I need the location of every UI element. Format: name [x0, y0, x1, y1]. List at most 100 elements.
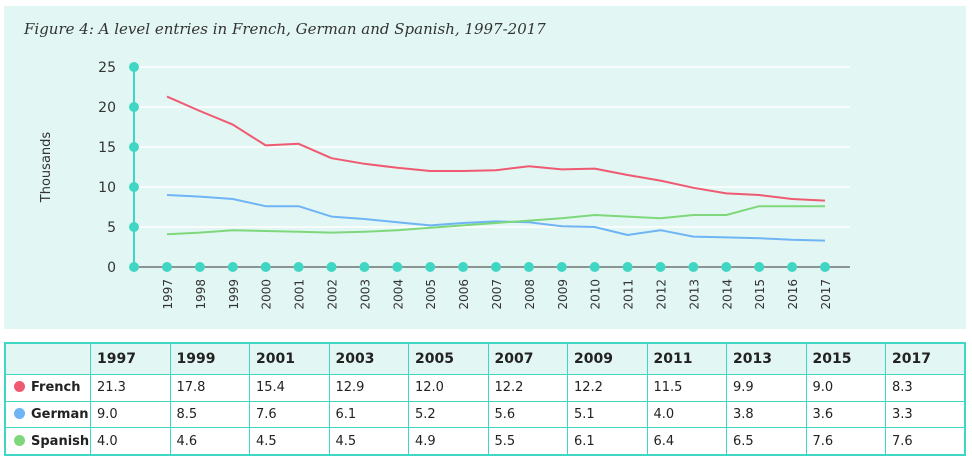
table-cell: 12.9	[328, 374, 409, 402]
table-year-header: 2015	[805, 342, 886, 375]
x-tick-label: 2013	[687, 279, 701, 310]
x-tick-label: 2010	[589, 279, 603, 310]
x-tick-label: 2006	[457, 279, 471, 310]
table-cell: 7.6	[885, 427, 966, 456]
x-tick-label: 1999	[227, 279, 241, 310]
table-cell: 7.6	[249, 400, 330, 429]
x-tick-marker	[589, 262, 600, 272]
x-tick-marker	[194, 262, 205, 272]
x-tick-label: 2011	[622, 279, 636, 310]
table-row: German 9.0 8.5 7.6 6.1 5.2 5.6 5.1 4.0 3.8 3.6 3.3	[4, 400, 966, 429]
y-tick-label: 15	[98, 140, 116, 156]
x-tick-marker	[721, 262, 732, 272]
table-cell: 6.1	[567, 427, 648, 456]
table-year-header: 2007	[487, 342, 568, 375]
y-tick-label: 5	[107, 220, 116, 236]
table-cell: 12.0	[408, 374, 489, 402]
table-cell: 5.6	[487, 400, 568, 429]
x-tick-marker	[392, 262, 403, 272]
table-cell: 5.5	[487, 427, 568, 456]
table-cell: 4.9	[408, 427, 489, 456]
table-cell: 8.3	[885, 374, 966, 402]
x-tick-marker	[754, 262, 765, 272]
table-cell: 3.3	[885, 400, 966, 429]
table-header-row: 1997 1999 2001 2003 2005 2007 2009 2011 2013 2015…	[4, 342, 966, 375]
x-tick-marker	[425, 262, 436, 272]
x-tick-label: 1998	[194, 279, 208, 310]
series-line-french	[166, 95, 826, 202]
y-tick-marker	[129, 142, 139, 152]
x-tick-marker	[787, 262, 798, 272]
x-tick-marker	[655, 262, 666, 272]
table-cell: 11.5	[646, 374, 727, 402]
x-tick-label: 2005	[424, 279, 438, 310]
table-cell: 12.2	[567, 374, 648, 402]
data-table: 1997 1999 2001 2003 2005 2007 2009 2011 2013 2015…	[4, 342, 966, 456]
table-cell: 4.5	[328, 427, 409, 456]
x-tick-marker	[260, 262, 271, 272]
y-tick-marker	[129, 182, 139, 192]
table-cell: 21.3	[90, 374, 171, 402]
table-cell: 5.2	[408, 400, 489, 429]
table-corner-cell	[4, 342, 91, 375]
x-tick-label: 2004	[391, 279, 405, 310]
x-tick-marker	[227, 262, 238, 272]
chart-title: Figure 4: A level entries in French, Ger…	[24, 20, 546, 38]
table-cell: 3.8	[726, 400, 807, 429]
x-tick-label: 2015	[753, 279, 767, 310]
table-year-header: 1999	[169, 342, 250, 375]
table-cell: 17.8	[169, 374, 250, 402]
x-tick-label: 2001	[293, 279, 307, 310]
series-label-cell: Spanish	[4, 427, 91, 456]
x-tick-marker	[556, 262, 567, 272]
table-cell: 9.9	[726, 374, 807, 402]
series-line-german	[166, 194, 826, 242]
table-cell: 4.6	[169, 427, 250, 456]
table-row: Spanish 4.0 4.6 4.5 4.5 4.9 5.5 6.1 6.4 6.5 7.6 7.6	[4, 427, 966, 456]
table-cell: 6.4	[646, 427, 727, 456]
series-line-spanish	[166, 205, 825, 236]
table-year-header: 2011	[646, 342, 727, 375]
x-tick-label: 2008	[523, 279, 537, 310]
legend-dot	[14, 434, 25, 446]
table-year-header: 1997	[90, 342, 171, 375]
y-axis-label: Thousands	[39, 132, 54, 204]
table-cell: 4.0	[646, 400, 727, 429]
table-year-header: 2003	[328, 342, 409, 375]
table-cell: 6.5	[726, 427, 807, 456]
x-tick-marker	[359, 262, 370, 272]
table-year-header: 2013	[726, 342, 807, 375]
y-tick-marker	[129, 62, 139, 72]
chart-panel: Figure 4: A level entries in French, Ger…	[4, 6, 966, 329]
y-tick-label: 25	[98, 60, 116, 76]
table-cell: 9.0	[805, 374, 886, 402]
series-label: French	[31, 380, 81, 396]
table-cell: 3.6	[805, 400, 886, 429]
y-tick-label: 10	[98, 180, 116, 196]
table-cell: 7.6	[805, 427, 886, 456]
x-tick-marker	[458, 262, 469, 272]
x-tick-label: 2012	[655, 279, 669, 310]
table-year-header: 2005	[408, 342, 489, 375]
table-year-header: 2009	[567, 342, 648, 375]
x-tick-marker	[293, 262, 304, 272]
x-tick-marker	[523, 262, 534, 272]
x-tick-label: 2009	[556, 279, 570, 310]
y-tick-label: 20	[98, 100, 116, 116]
x-tick-label: 1997	[161, 279, 175, 310]
series-label-cell: French	[4, 374, 91, 402]
legend-dot	[14, 407, 25, 419]
x-tick-marker	[491, 262, 501, 272]
table-cell: 4.0	[90, 427, 171, 456]
table-cell: 5.1	[567, 400, 648, 429]
table-cell: 6.1	[328, 400, 409, 429]
table-row: French 21.3 17.8 15.4 12.9 12.0 12.2 12.2 11.5 9.…	[4, 374, 966, 402]
table-year-header: 2017	[885, 342, 966, 375]
table-cell: 4.5	[249, 427, 330, 456]
y-tick-label: 0	[107, 260, 116, 276]
x-tick-marker	[820, 262, 830, 272]
y-tick-marker	[129, 102, 139, 112]
x-tick-label: 2017	[819, 279, 833, 310]
x-tick-label: 2002	[326, 279, 340, 310]
x-tick-label: 2014	[720, 279, 734, 310]
